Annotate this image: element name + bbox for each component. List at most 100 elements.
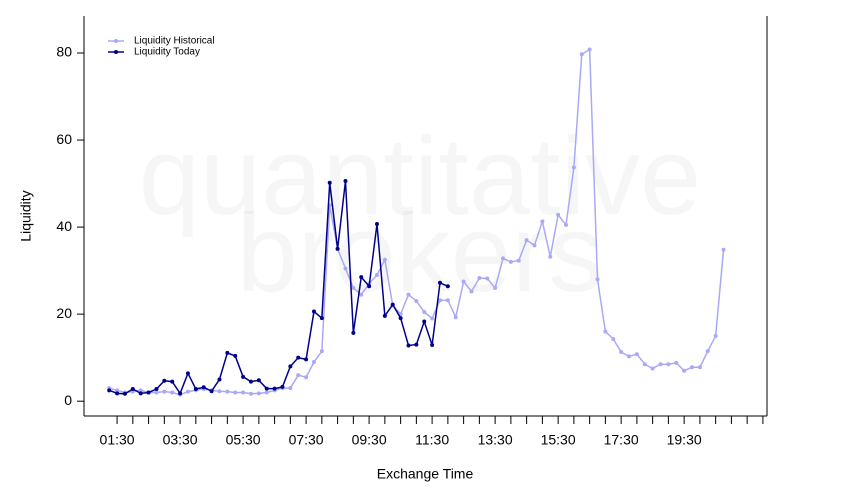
data-point — [571, 165, 576, 170]
data-point — [311, 360, 316, 365]
data-point — [524, 238, 529, 243]
data-point — [288, 386, 293, 391]
data-point — [146, 390, 151, 395]
legend-marker — [114, 39, 118, 43]
data-point — [233, 353, 238, 358]
data-point — [217, 389, 222, 394]
legend-label: Liquidity Historical — [134, 36, 215, 47]
data-point — [280, 384, 285, 389]
data-point — [115, 391, 120, 396]
data-point — [556, 212, 561, 217]
data-point — [422, 319, 427, 324]
data-point — [453, 315, 458, 320]
data-point — [461, 279, 466, 284]
x-axis-label: Exchange Time — [377, 466, 474, 482]
data-point — [445, 298, 450, 303]
data-point — [115, 388, 120, 393]
data-point — [185, 389, 190, 394]
data-point — [406, 343, 411, 348]
x-tick-label: 03:30 — [163, 432, 198, 448]
data-point — [351, 330, 356, 335]
data-point — [603, 329, 608, 334]
data-point — [587, 47, 592, 52]
data-point — [288, 364, 293, 369]
y-axis-label: Liquidity — [18, 190, 34, 241]
data-point — [642, 362, 647, 367]
data-point — [697, 365, 702, 370]
data-point — [422, 309, 427, 314]
data-point — [264, 386, 269, 391]
data-point — [414, 342, 419, 347]
data-point — [690, 365, 695, 370]
data-point — [201, 385, 206, 390]
data-point — [485, 276, 490, 281]
data-point — [682, 368, 687, 373]
data-point — [493, 286, 498, 291]
data-point — [414, 299, 419, 304]
x-tick-label: 09:30 — [352, 432, 387, 448]
data-point — [304, 357, 309, 362]
data-point — [209, 389, 214, 394]
data-point — [508, 259, 513, 264]
data-point — [406, 292, 411, 297]
data-point — [130, 387, 135, 392]
data-point — [374, 272, 379, 277]
y-tick-label: 40 — [56, 218, 72, 234]
data-point — [343, 266, 348, 271]
data-point — [382, 313, 387, 318]
data-point — [248, 379, 253, 384]
data-point — [319, 349, 324, 354]
data-point — [390, 302, 395, 307]
data-point — [264, 390, 269, 395]
data-point — [627, 354, 632, 359]
data-point — [343, 178, 348, 183]
data-point — [185, 371, 190, 376]
y-tick-label: 80 — [56, 44, 72, 60]
data-point — [564, 222, 569, 227]
data-point — [430, 343, 435, 348]
data-point — [154, 387, 159, 392]
data-point — [233, 390, 238, 395]
data-point — [430, 316, 435, 321]
data-point — [500, 256, 505, 261]
data-point — [122, 391, 127, 396]
data-point — [595, 277, 600, 282]
data-point — [359, 275, 364, 280]
data-point — [382, 257, 387, 262]
data-point — [319, 316, 324, 321]
data-point — [170, 379, 175, 384]
data-point — [296, 373, 301, 378]
data-point — [548, 254, 553, 259]
data-point — [217, 377, 222, 382]
x-tick-label: 13:30 — [478, 432, 513, 448]
data-point — [445, 284, 450, 289]
data-point — [335, 246, 340, 251]
data-point — [154, 390, 159, 395]
data-point — [619, 350, 624, 355]
data-point — [225, 350, 230, 355]
data-point — [398, 316, 403, 321]
data-point — [674, 360, 679, 365]
legend-marker — [114, 50, 118, 54]
y-tick-label: 0 — [64, 392, 72, 408]
data-point — [650, 366, 655, 371]
y-tick-label: 60 — [56, 131, 72, 147]
data-point — [162, 378, 167, 383]
data-point — [532, 243, 537, 248]
data-point — [437, 280, 442, 285]
data-point — [477, 276, 482, 281]
x-tick-label: 05:30 — [226, 432, 261, 448]
x-tick-label: 07:30 — [289, 432, 324, 448]
data-point — [713, 333, 718, 338]
data-point — [170, 390, 175, 395]
data-point — [634, 352, 639, 357]
data-point — [611, 336, 616, 341]
x-tick-label: 11:30 — [415, 432, 449, 448]
x-tick-label: 01:30 — [100, 432, 135, 448]
data-point — [296, 355, 301, 360]
data-point — [311, 309, 316, 314]
x-tick-label: 19:30 — [667, 432, 702, 448]
data-point — [138, 391, 143, 396]
data-point — [359, 292, 364, 297]
